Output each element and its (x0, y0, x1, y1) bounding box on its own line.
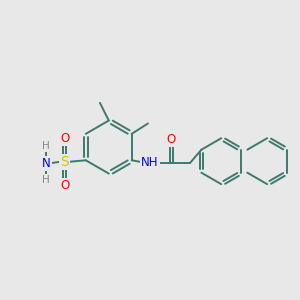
Text: NH: NH (141, 156, 159, 169)
Text: H: H (43, 175, 50, 185)
Text: N: N (42, 157, 51, 170)
Text: S: S (60, 155, 69, 169)
Text: O: O (60, 179, 69, 192)
Text: O: O (167, 133, 176, 146)
Text: H: H (43, 142, 50, 152)
Text: O: O (60, 132, 69, 145)
